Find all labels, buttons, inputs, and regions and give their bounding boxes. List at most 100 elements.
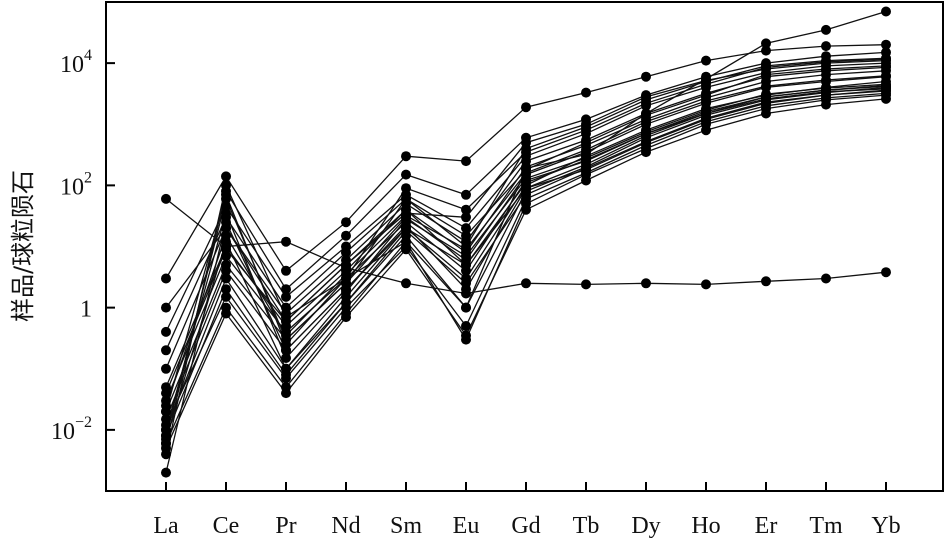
data-point — [281, 330, 291, 341]
data-point — [701, 125, 711, 136]
x-tick-label-gd: Gd — [511, 513, 540, 539]
data-point — [521, 102, 531, 113]
data-point — [221, 189, 231, 200]
data-point — [161, 193, 171, 204]
data-point — [641, 278, 651, 289]
data-point — [281, 316, 291, 327]
data-point — [521, 204, 531, 215]
data-point — [821, 41, 831, 52]
data-point — [761, 38, 771, 49]
data-point — [641, 136, 651, 147]
data-point — [761, 91, 771, 102]
data-point — [821, 56, 831, 67]
data-point — [881, 6, 891, 17]
data-point — [461, 189, 471, 200]
data-point — [461, 230, 471, 241]
data-point — [221, 244, 231, 255]
data-point — [281, 308, 291, 319]
data-point — [461, 278, 471, 289]
data-point — [821, 24, 831, 35]
data-point — [221, 273, 231, 284]
data-point — [521, 278, 531, 289]
data-point — [221, 308, 231, 319]
data-point — [521, 177, 531, 188]
data-point — [161, 443, 171, 454]
data-point — [281, 291, 291, 302]
data-point — [581, 125, 591, 136]
data-point — [221, 291, 231, 302]
data-point — [161, 467, 171, 478]
data-point — [461, 212, 471, 223]
data-point — [341, 259, 351, 270]
data-point — [581, 144, 591, 155]
series-points — [161, 6, 891, 478]
data-point — [761, 108, 771, 119]
data-point — [161, 434, 171, 445]
series-line — [165, 75, 887, 406]
data-point — [221, 236, 231, 247]
data-point — [401, 193, 411, 204]
data-point — [401, 183, 411, 194]
data-point — [881, 80, 891, 91]
data-point — [401, 278, 411, 289]
series-lines — [165, 10, 887, 473]
data-point — [161, 326, 171, 337]
data-point — [701, 279, 711, 290]
data-point — [341, 230, 351, 241]
data-point — [581, 175, 591, 186]
data-point — [221, 171, 231, 182]
data-point — [701, 55, 711, 66]
data-point — [641, 98, 651, 109]
data-point — [281, 353, 291, 363]
data-point — [881, 54, 891, 65]
x-tick-label-tm: Tm — [809, 513, 843, 539]
data-point — [341, 297, 351, 308]
data-point — [761, 69, 771, 80]
data-point — [221, 265, 231, 276]
data-point — [641, 128, 651, 139]
data-point — [521, 137, 531, 148]
data-point — [161, 345, 171, 356]
data-point — [161, 424, 171, 435]
data-point — [521, 189, 531, 200]
y-axis-label: 样品/球粒陨石 — [9, 170, 37, 322]
x-tick-label-dy: Dy — [631, 513, 660, 539]
x-tick-label-tb: Tb — [573, 513, 600, 539]
data-point — [221, 284, 231, 295]
data-point — [821, 64, 831, 74]
data-point — [761, 81, 771, 92]
y-tick-label: 1 — [80, 297, 92, 323]
data-point — [821, 75, 831, 85]
data-point — [461, 259, 471, 270]
data-point — [401, 210, 411, 221]
plot-frame — [105, 1, 944, 492]
data-point — [161, 302, 171, 313]
data-point — [281, 265, 291, 276]
x-tick-label-ho: Ho — [691, 513, 720, 539]
x-tick-label-la: La — [153, 513, 179, 539]
data-point — [881, 39, 891, 50]
data-point — [581, 163, 591, 174]
data-point — [221, 208, 231, 219]
data-point — [401, 169, 411, 180]
x-tick-label-nd: Nd — [331, 513, 360, 539]
data-point — [401, 151, 411, 162]
data-point — [341, 269, 351, 280]
y-tick-label: 10−2 — [51, 414, 92, 445]
data-point — [701, 96, 711, 106]
data-point — [461, 321, 471, 331]
data-point — [821, 99, 831, 110]
data-point — [461, 156, 471, 167]
data-point — [701, 108, 711, 119]
data-point — [761, 62, 771, 73]
series-line — [165, 10, 887, 455]
x-tick-label-sm: Sm — [390, 513, 422, 539]
data-point — [281, 373, 291, 384]
data-point — [701, 79, 711, 90]
x-tick-label-yb: Yb — [871, 513, 900, 539]
x-tick-label-er: Er — [755, 513, 778, 539]
data-point — [641, 71, 651, 82]
y-tick-label: 104 — [60, 47, 92, 78]
x-tick-label-pr: Pr — [275, 513, 296, 539]
